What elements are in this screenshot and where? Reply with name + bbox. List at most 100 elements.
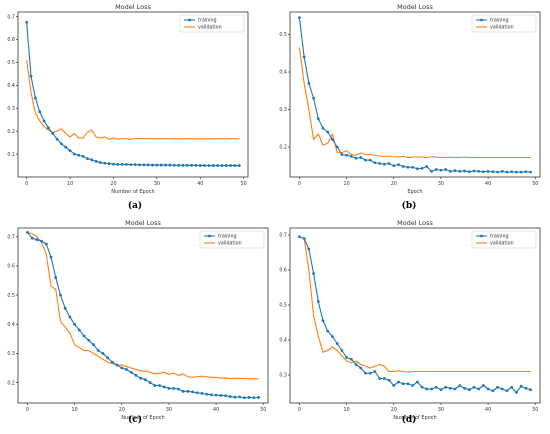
- data-point-training-c: [228, 395, 232, 398]
- data-point-training-d: [382, 377, 386, 380]
- data-point-training-c: [153, 384, 157, 387]
- data-point-training-b: [406, 165, 410, 169]
- series-line-validation-d: [299, 236, 531, 373]
- data-point-training-c: [110, 360, 114, 364]
- series-line-validation-c: [27, 231, 259, 380]
- x-tick-label-b: 50: [532, 181, 538, 187]
- data-point-training-c: [68, 315, 72, 319]
- data-point-training-c: [148, 381, 152, 384]
- data-point-training-b: [302, 55, 306, 59]
- y-tick-label-a: 0.4: [7, 83, 15, 89]
- data-point-training-a: [151, 163, 154, 167]
- data-point-training-b: [335, 145, 339, 149]
- y-tick-label-b: 0.2: [279, 145, 287, 151]
- data-point-training-c: [129, 370, 133, 374]
- data-point-training-d: [411, 384, 415, 387]
- y-tick-label-a: 0.5: [7, 60, 15, 66]
- data-point-training-c: [172, 387, 176, 390]
- data-point-training-b: [401, 165, 405, 168]
- data-point-training-b: [510, 170, 514, 174]
- x-tick-label-d: 20: [391, 407, 397, 413]
- data-point-training-a: [185, 163, 189, 167]
- legend-label-training-d: training: [490, 234, 509, 240]
- data-point-training-c: [200, 391, 204, 395]
- legend-label-training-c: training: [218, 234, 237, 240]
- data-point-training-a: [229, 164, 233, 167]
- data-point-training-c: [73, 322, 77, 326]
- y-tick-label-c: 0.4: [7, 322, 15, 328]
- data-point-training-a: [107, 162, 111, 166]
- data-point-training-d: [307, 247, 311, 251]
- x-tick-label-d: 40: [485, 407, 491, 413]
- data-point-training-b: [378, 162, 382, 165]
- series-line-training-b: [298, 17, 531, 173]
- data-point-training-d: [316, 300, 320, 303]
- data-point-training-b: [392, 164, 396, 168]
- data-point-training-d: [453, 387, 457, 391]
- data-point-training-c: [162, 385, 166, 389]
- data-point-training-c: [40, 239, 43, 243]
- data-point-training-d: [496, 385, 499, 389]
- series-line-training-d: [299, 236, 531, 394]
- data-point-training-a: [46, 126, 50, 130]
- y-tick-label-c: 0.3: [7, 351, 15, 357]
- data-point-training-d: [406, 382, 410, 386]
- y-tick-label-c: 0.6: [7, 264, 15, 270]
- data-point-training-a: [133, 163, 137, 167]
- data-point-training-d: [415, 380, 419, 384]
- data-point-training-a: [172, 163, 176, 167]
- data-point-training-c: [106, 356, 110, 360]
- data-point-training-a: [64, 145, 68, 149]
- x-tick-label-c: 50: [260, 407, 266, 413]
- data-point-training-c: [252, 396, 256, 400]
- legend-label-training-a: training: [198, 18, 217, 24]
- legend-marker-training-a: [188, 18, 191, 22]
- data-point-training-d: [524, 386, 528, 390]
- data-point-training-d: [397, 380, 400, 384]
- data-point-training-d: [529, 388, 532, 392]
- series-line-validation-b: [298, 47, 531, 159]
- data-point-training-d: [505, 389, 509, 393]
- data-point-training-c: [49, 255, 53, 259]
- data-point-training-a: [155, 163, 159, 167]
- data-point-training-a: [207, 164, 211, 167]
- data-point-training-c: [115, 363, 119, 367]
- series-line-training-a: [26, 22, 240, 167]
- x-tick-label-c: 30: [166, 407, 172, 413]
- x-axis-label-b: Epoch: [407, 189, 422, 195]
- data-point-training-c: [224, 394, 227, 398]
- data-point-training-d: [354, 363, 358, 366]
- x-tick-label-b: 40: [485, 181, 491, 187]
- y-tick-label-d: 0.6: [279, 268, 287, 274]
- legend-label-validation-d: validation: [490, 241, 514, 247]
- plot-frame-a: [17, 11, 249, 178]
- data-point-training-c: [176, 387, 180, 391]
- data-point-training-d: [425, 387, 429, 391]
- y-tick-label-a: 0.3: [7, 106, 15, 112]
- chart-title-a: Model Loss: [115, 3, 151, 11]
- x-tick-label-b: 20: [391, 181, 397, 187]
- data-point-training-b: [444, 168, 448, 171]
- y-tick-label-c: 0.5: [7, 293, 15, 299]
- data-point-training-a: [159, 163, 163, 167]
- data-point-training-b: [486, 169, 490, 173]
- data-point-training-b: [472, 169, 476, 173]
- x-tick-label-b: 10: [344, 181, 350, 187]
- x-axis-label-d: Number of Epoch: [393, 415, 436, 421]
- data-point-training-a: [55, 137, 59, 141]
- data-point-training-a: [25, 20, 29, 24]
- x-tick-label-a: 40: [197, 181, 203, 187]
- data-point-training-a: [224, 164, 228, 167]
- data-point-training-c: [257, 396, 260, 399]
- data-point-training-d: [401, 382, 405, 386]
- data-point-training-b: [491, 170, 495, 174]
- data-point-training-b: [467, 170, 471, 174]
- legend-box-c: [199, 230, 265, 249]
- data-point-training-a: [81, 154, 85, 158]
- y-tick-label-d: 0.4: [279, 338, 287, 344]
- data-point-training-a: [138, 163, 141, 167]
- data-point-training-b: [354, 156, 358, 160]
- x-tick-label-b: 0: [298, 181, 301, 187]
- data-point-training-b: [307, 81, 311, 85]
